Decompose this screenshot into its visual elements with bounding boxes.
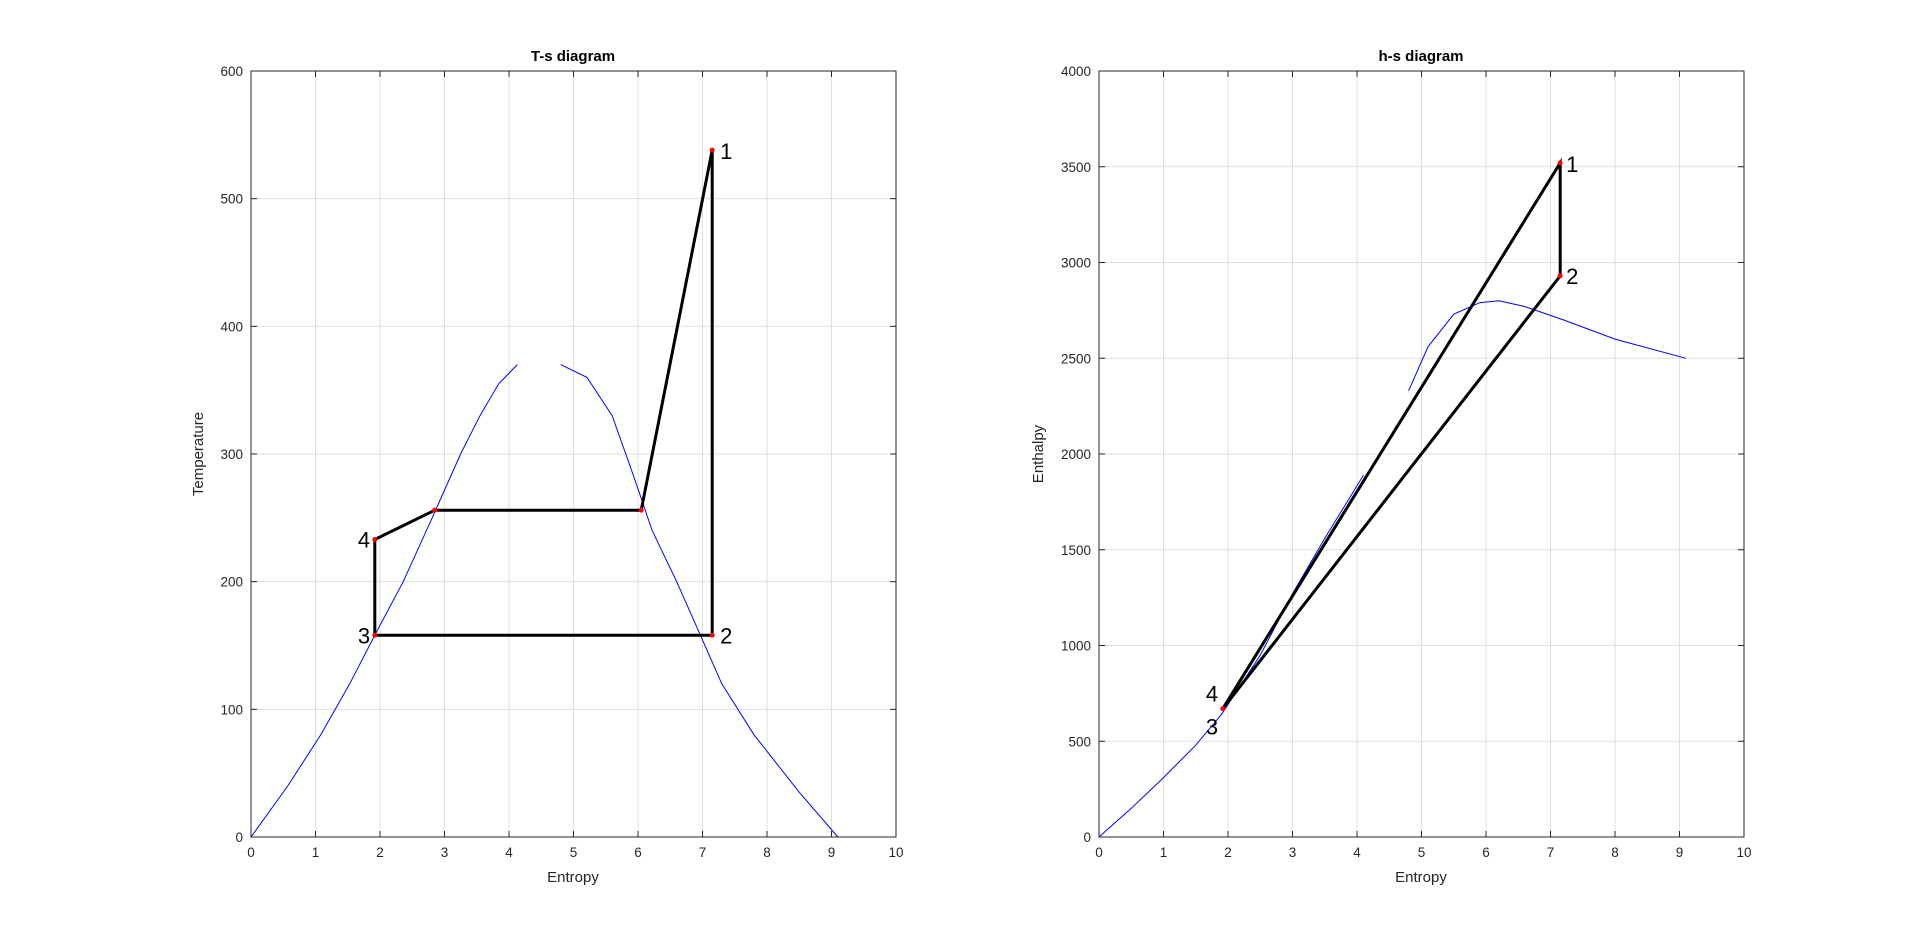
ts-x-tick-label: 9 [828,845,836,860]
hs-x-tick-label: 3 [1289,845,1297,860]
ts-x-tick-label: 2 [376,845,384,860]
ts-x-tick-label: 10 [888,845,903,860]
hs-x-tick-label: 7 [1547,845,1555,860]
hs-diagram-chart: h-s diagram Entropy Enthalpy 0 1 2 3 4 5 6 7 8 9 1… [1030,48,1752,886]
ts-axes-box [250,70,897,838]
hs-saturated-vapor-line [1408,300,1687,392]
hs-state-label: 2 [1566,264,1578,289]
ts-state-point [432,507,438,513]
hs-state-point [1557,160,1563,166]
hs-x-tick-label: 1 [1160,845,1168,860]
ts-x-tick-label: 3 [441,845,449,860]
ts-state-point [372,632,378,638]
ts-state-point [638,507,644,513]
hs-x-tick-label: 4 [1353,845,1361,860]
hs-state-label: 3 [1206,715,1218,740]
ts-state-point [709,632,715,638]
hs-y-tick-label: 1000 [1061,639,1091,654]
ts-x-axis-label: Entropy [547,869,599,886]
hs-axes-box [1098,70,1745,838]
hs-y-tick-label: 2500 [1061,351,1091,366]
hs-y-tick-label: 4000 [1061,64,1091,79]
ts-x-tick-label: 6 [634,845,642,860]
hs-x-tick-label: 10 [1736,845,1751,860]
ts-state-label: 4 [358,528,370,553]
hs-state-point [1220,706,1226,712]
ts-state-label: 1 [720,139,732,164]
ts-x-tick-label: 0 [247,845,255,860]
hs-grid [1099,71,1744,837]
hs-x-tick-label: 2 [1224,845,1232,860]
hs-x-tick-label: 6 [1482,845,1490,860]
hs-saturated-liquid-line [1098,474,1364,838]
ts-y-tick-label: 100 [220,702,243,717]
ts-x-tick-label: 5 [570,845,578,860]
ts-x-tick-label: 4 [505,845,513,860]
ts-saturated-vapor-line [560,364,839,838]
hs-y-tick-label: 2000 [1061,447,1091,462]
hs-x-tick-label: 9 [1676,845,1684,860]
hs-y-tick-label: 0 [1083,830,1091,845]
ts-grid [251,71,896,837]
ts-saturated-liquid-line [250,364,518,838]
hs-y-tick-label: 3500 [1061,160,1091,175]
ts-state-label: 2 [720,623,732,648]
ts-y-axis-label: Temperature [190,412,207,496]
hs-y-tick-label: 500 [1068,734,1091,749]
hs-y-tick-label: 3000 [1061,256,1091,271]
ts-y-tick-label: 0 [235,830,243,845]
ts-y-tick-label: 200 [220,575,243,590]
hs-y-axis-label: Enthalpy [1030,424,1047,483]
hs-x-tick-label: 8 [1611,845,1619,860]
hs-state-label: 4 [1206,682,1218,707]
hs-cycle-line [1221,157,1562,710]
ts-state-label: 3 [358,623,370,648]
hs-state-point [1557,273,1563,279]
ts-diagram-chart: T-s diagram Entropy Temperature 0 1 2 3 4 5 6 7… [190,48,904,886]
ts-x-tick-label: 8 [763,845,771,860]
ts-y-tick-label: 500 [220,192,243,207]
ts-state-point [709,147,715,153]
hs-y-tick-label: 1500 [1061,543,1091,558]
hs-x-tick-label: 5 [1418,845,1426,860]
hs-state-label: 1 [1566,152,1578,177]
ts-y-tick-label: 600 [220,64,243,79]
ts-x-tick-label: 1 [312,845,320,860]
ts-state-point [372,537,378,543]
hs-chart-title: h-s diagram [1378,48,1463,65]
ts-chart-title: T-s diagram [531,48,615,65]
hs-x-tick-label: 0 [1095,845,1103,860]
ts-x-tick-label: 7 [699,845,707,860]
ts-y-tick-label: 400 [220,319,243,334]
ts-y-tick-label: 300 [220,447,243,462]
hs-x-axis-label: Entropy [1395,869,1447,886]
